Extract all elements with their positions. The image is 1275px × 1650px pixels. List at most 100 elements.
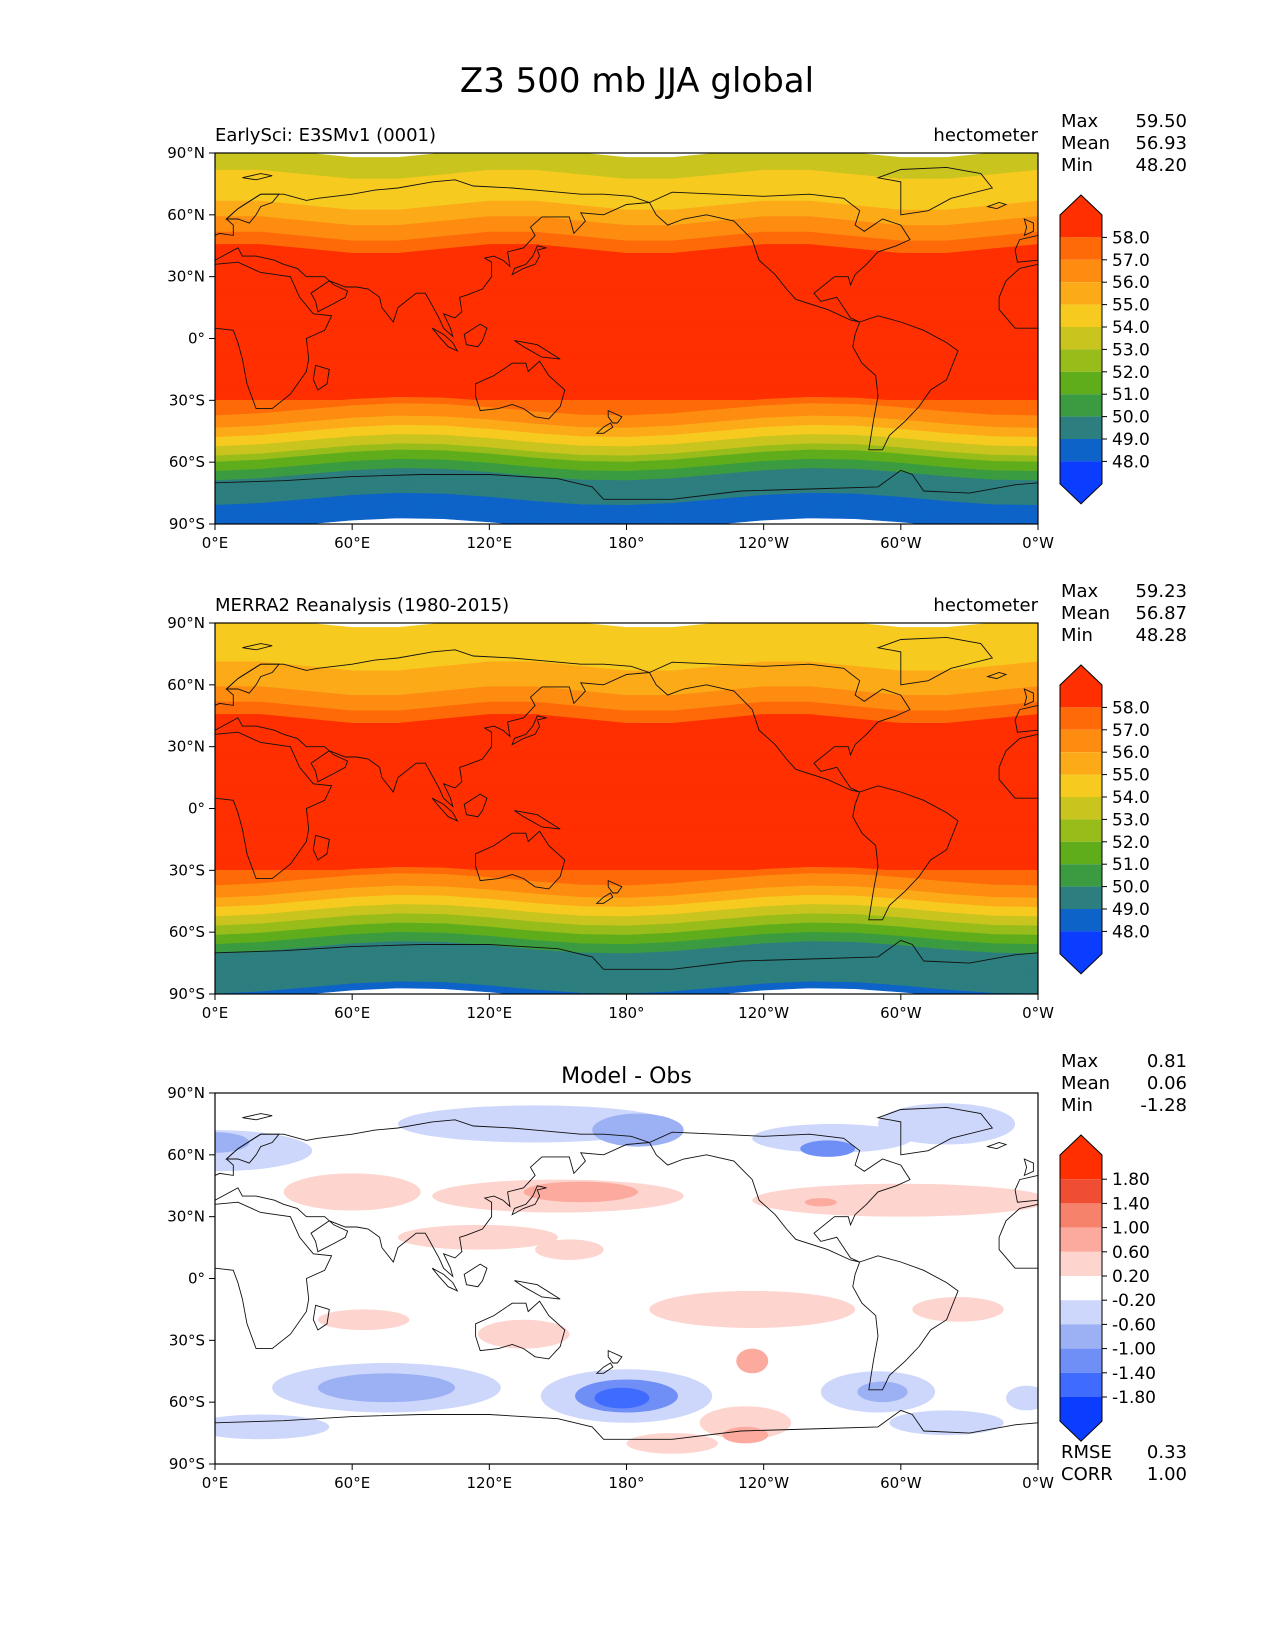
coastline-greenland (876, 636, 994, 686)
stat-value: 48.28 (1135, 625, 1187, 646)
contour-band (215, 276, 1038, 281)
contour-band (215, 863, 1038, 868)
stat-label: Mean (1061, 603, 1110, 624)
stat-value: -1.28 (1140, 1095, 1187, 1116)
contour-band (215, 301, 1038, 305)
coastline-iceland (986, 1142, 1008, 1150)
contour-band (215, 758, 1038, 763)
contour-region (804, 1198, 837, 1207)
y-tick-label: 0° (188, 330, 205, 348)
contour-band (215, 857, 1038, 862)
y-tick-label: 60°N (167, 206, 205, 224)
panel-units: hectometer (933, 595, 1038, 616)
colorbar-segment (1060, 729, 1102, 753)
contour-region (699, 1406, 792, 1440)
y-tick-label: 60°S (169, 453, 205, 471)
colorbar-segment (1060, 327, 1102, 350)
contour-band (215, 780, 1038, 785)
contour-band (215, 291, 1038, 296)
colorbar-segment (1060, 282, 1102, 305)
colorbar-tick-label: 1.40 (1112, 1194, 1150, 1214)
contour-band (215, 860, 1038, 865)
contour-band (215, 749, 1038, 754)
contour-band (215, 273, 1038, 277)
contour-band (215, 263, 1038, 268)
coastline-africa (215, 1201, 333, 1350)
x-tick-label: 120°E (467, 1004, 513, 1022)
x-tick-label: 60°W (880, 1474, 922, 1492)
colorbar-segment (1060, 394, 1102, 417)
coastline-borneo (463, 1263, 488, 1288)
x-tick-label: 120°W (738, 534, 789, 552)
x-tick-label: 0°E (202, 534, 229, 552)
coastline-africa (215, 731, 333, 880)
contour-region (722, 1426, 769, 1444)
colorbar-segment (1060, 416, 1102, 439)
stat-label: Min (1061, 1095, 1093, 1116)
contour-region (317, 1373, 456, 1403)
contour-band (215, 347, 1038, 352)
colorbar-tick-label: 57.0 (1112, 251, 1150, 271)
colorbar-segment (1060, 1227, 1102, 1252)
colorbar-tick-label: 53.0 (1112, 340, 1150, 360)
y-tick-label: 90°S (169, 515, 205, 533)
colorbar-tick-label: 49.0 (1112, 430, 1150, 450)
contour-band (215, 356, 1038, 361)
colorbar-tick-label: -1.00 (1112, 1340, 1156, 1360)
contour-band (215, 375, 1038, 380)
colorbar-tick-label: 54.0 (1112, 788, 1150, 808)
coastline-australia (475, 830, 566, 890)
x-tick-label: 60°E (334, 1474, 370, 1492)
contour-band (215, 369, 1038, 373)
stat-label: Mean (1061, 1073, 1110, 1094)
contour-region (594, 1387, 650, 1409)
stat-value: 56.87 (1135, 603, 1187, 624)
panel-title-left: MERRA2 Reanalysis (1980-2015) (215, 595, 509, 616)
coastline-greenland (876, 1106, 994, 1156)
coastline-africa-west (998, 1203, 1038, 1269)
panel-title-center: Model - Obs (561, 1064, 692, 1089)
x-tick-label: 0°W (1022, 534, 1054, 552)
colorbar-outline (1059, 664, 1103, 975)
coastline-madagascar (312, 364, 330, 391)
contour-band (215, 792, 1038, 797)
x-tick-label: 60°W (880, 1004, 922, 1022)
stat-label: Min (1061, 155, 1093, 176)
y-tick-label: 90°N (167, 144, 205, 162)
contour-region (800, 1140, 856, 1157)
stat-label: Max (1061, 581, 1099, 602)
coastline-south-america (852, 785, 959, 921)
contour-band (215, 866, 1038, 871)
x-tick-label: 120°W (738, 1474, 789, 1492)
colorbar-outline (1059, 194, 1103, 505)
contour-band (215, 310, 1038, 315)
x-tick-label: 180° (608, 1004, 644, 1022)
x-tick-label: 120°W (738, 1004, 789, 1022)
coastline-iceland (986, 672, 1008, 680)
contour-band (215, 829, 1038, 834)
coastline-new-zealand (607, 409, 623, 424)
colorbar-segment (1060, 864, 1102, 887)
x-tick-label: 0°E (202, 1474, 229, 1492)
x-tick-label: 60°E (334, 534, 370, 552)
stat-label: Max (1061, 1051, 1099, 1072)
coastline-sumatra (431, 327, 459, 352)
coastline-europe-west (1014, 234, 1038, 263)
contour-band (215, 817, 1038, 822)
x-tick-label: 180° (608, 1474, 644, 1492)
colorbar-segment (1060, 797, 1102, 820)
colorbar-segment (1060, 1348, 1102, 1373)
panel-obs: 0°E 60°E 120°E 180° 120°W 60°W 0°W 90°N 60°N 30°N… (167, 581, 1187, 1022)
colorbar-segment (1060, 886, 1102, 909)
x-tick-label: 120°E (467, 534, 513, 552)
contour-band (215, 771, 1038, 775)
colorbar-tick-label: 58.0 (1112, 698, 1150, 718)
contour-band (215, 304, 1038, 308)
contour-band (215, 802, 1038, 806)
contour-band (215, 730, 1038, 735)
contour-band (215, 761, 1038, 766)
colorbar-tick-label: 49.0 (1112, 900, 1150, 920)
contour-band (271, 153, 1028, 161)
contour-band (215, 733, 1038, 738)
coastline-madagascar (312, 834, 330, 861)
